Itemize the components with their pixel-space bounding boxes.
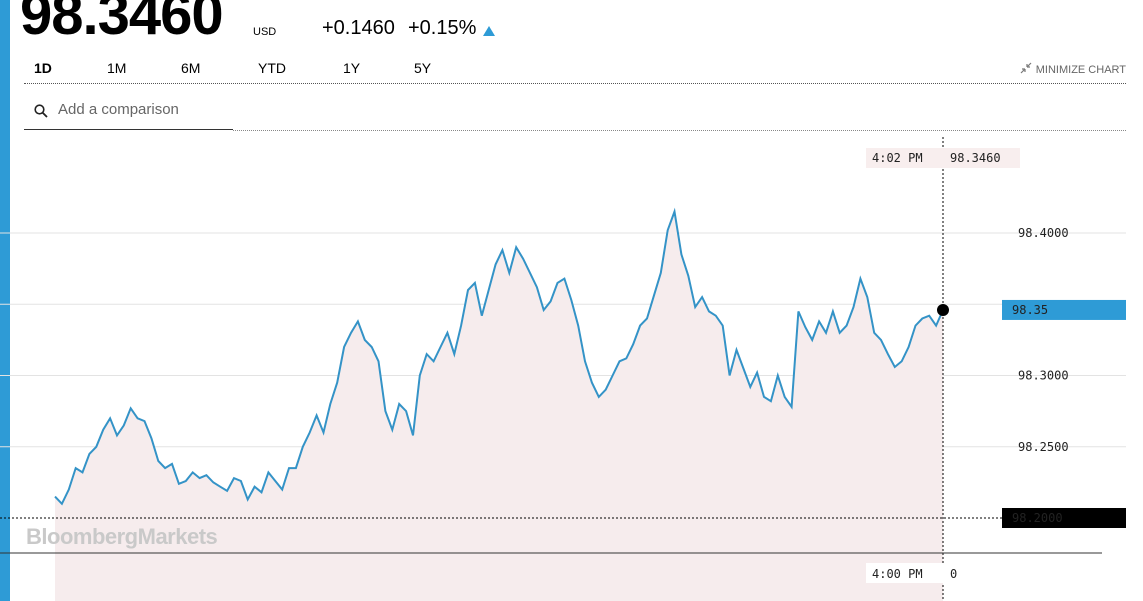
y-tick-label: 98.2500: [1018, 440, 1069, 454]
tab-1y[interactable]: 1Y: [343, 60, 361, 76]
current-value-tag: [1002, 299, 1126, 320]
baseline-value-tag: [1002, 508, 1126, 528]
tab-6m[interactable]: 6M: [181, 60, 201, 76]
crosshair-time-label: 4:02 PM: [872, 151, 923, 165]
crosshair-bottom-value-label: 0: [950, 567, 957, 581]
search-icon: [34, 103, 48, 118]
baseline-value-label: 98.2000: [1012, 511, 1063, 525]
search-divider: [233, 130, 1126, 131]
minimize-chart-label: MINIMIZE CHART: [1035, 63, 1126, 76]
current-price-marker: [937, 303, 949, 316]
minimize-chart-button[interactable]: MINIMIZE CHART: [1020, 62, 1126, 77]
current-value-label: 98.35: [1012, 303, 1048, 317]
crosshair-bottom-label-bg: [866, 563, 964, 583]
tab-ytd[interactable]: YTD: [258, 60, 286, 76]
tabs-divider: [24, 83, 1126, 84]
price-change: +0.1460: [322, 17, 395, 39]
tab-5y[interactable]: 5Y: [414, 60, 432, 76]
bloomberg-watermark: BloombergMarkets: [26, 524, 218, 549]
crosshair-top-label-bg: [866, 148, 1020, 168]
comparison-search: [24, 90, 233, 130]
tab-1d[interactable]: 1D: [34, 60, 52, 76]
crosshair-value-label: 98.3460: [950, 151, 1001, 165]
price-change-percent: +0.15%: [408, 17, 477, 39]
currency-label: USD: [253, 26, 277, 38]
up-arrow-icon: [483, 26, 495, 36]
chart-area-fill: [55, 211, 943, 601]
y-tick-label: 98.3000: [1018, 369, 1069, 383]
minimize-icon: [1020, 62, 1032, 77]
crosshair-bottom-time-label: 4:00 PM: [872, 567, 923, 581]
chart-price-line: [54, 207, 944, 506]
y-tick-label: 98.4000: [1018, 226, 1069, 240]
price-value: 98.3460: [20, 0, 224, 47]
tab-1m[interactable]: 1M: [107, 60, 127, 76]
accent-bar: [0, 0, 10, 601]
comparison-search-input[interactable]: [56, 100, 230, 119]
